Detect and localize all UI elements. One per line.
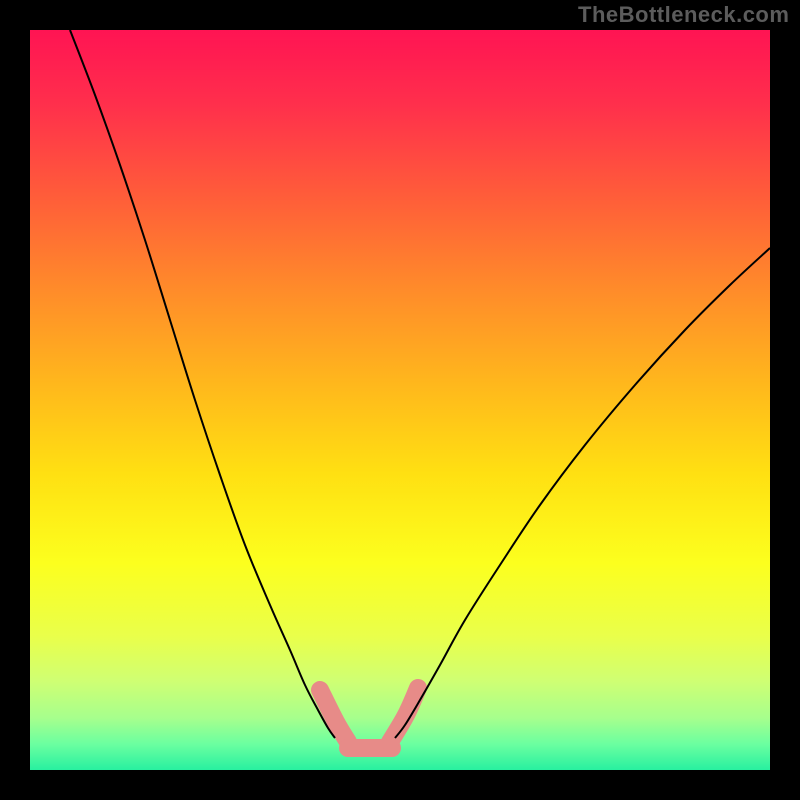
plot-background (30, 30, 770, 770)
chart-svg (0, 0, 800, 800)
chart-stage: TheBottleneck.com (0, 0, 800, 800)
watermark-text: TheBottleneck.com (578, 2, 789, 28)
